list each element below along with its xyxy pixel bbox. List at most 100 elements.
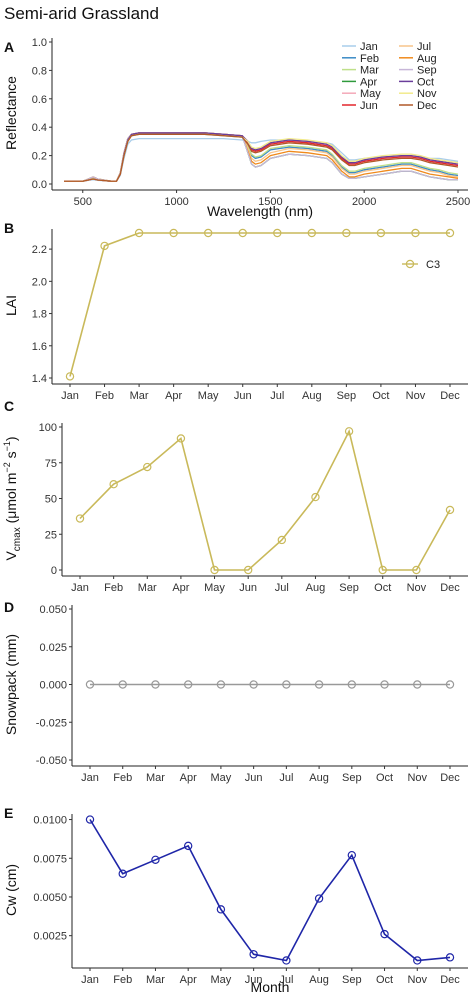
legend-label-dec: Dec: [417, 100, 437, 112]
x-tick-label-c: Jul: [275, 582, 289, 594]
x-tick-label-a: 2000: [352, 196, 376, 208]
y-tick-label-b: 2.2: [32, 244, 47, 256]
data-point-d: [216, 680, 226, 689]
x-tick-label-e: Mar: [146, 974, 165, 986]
x-tick-label-d: Mar: [146, 772, 165, 784]
panel-c: C 0 25 50 75 100 Jan Feb Mar Apr May Jun Jul Aug Sep Oc…: [2, 398, 468, 594]
x-tick-label-d: Dec: [440, 772, 460, 784]
panel-b: B 1.4 1.6 1.8 2.0 2.2 Jan Feb Mar Apr May Jun Jul Aug…: [3, 220, 468, 402]
data-point-b: [169, 228, 178, 238]
data-point-e: [151, 855, 160, 865]
data-point-b: [273, 228, 282, 238]
y-tick-label-d: 0.000: [39, 680, 67, 692]
data-point-c: [210, 565, 219, 575]
legend-label-mar: Mar: [360, 65, 379, 77]
x-tick-label-e: Aug: [309, 974, 329, 986]
panel-label-a: A: [4, 39, 14, 55]
data-point-b: [342, 228, 351, 238]
legend-label-apr: Apr: [360, 76, 377, 88]
y-tick-label-c: 25: [45, 529, 57, 541]
y-tick-label-a: 0.0: [32, 179, 47, 191]
y-tick-label-e: 0.0025: [33, 931, 67, 943]
data-point-e: [413, 956, 422, 965]
series-line-a-dec: [64, 133, 459, 182]
data-point-b: [134, 228, 144, 238]
legend-label-jun: Jun: [360, 100, 378, 112]
panel-d: D -0.050 -0.025 0.000 0.025 0.050 Jan Feb Mar Apr…: [3, 599, 468, 784]
x-tick-label-e: Jun: [245, 974, 263, 986]
data-point-e: [347, 850, 357, 860]
y-axis-title-b: LAI: [3, 295, 19, 316]
data-point-b: [100, 241, 109, 251]
x-tick-label-c: Dec: [440, 582, 460, 594]
data-point-b: [376, 228, 386, 238]
x-tick-label-e: Dec: [440, 974, 460, 986]
y-tick-label-e: 0.0050: [33, 892, 67, 904]
data-point-c: [445, 505, 455, 515]
series-line-c: [79, 429, 451, 571]
x-tick-label-d: Jan: [81, 772, 99, 784]
y-tick-label-b: 1.4: [32, 373, 47, 385]
x-tick-label-b: Aug: [302, 390, 322, 402]
x-tick-label-c: Apr: [172, 582, 189, 594]
y-tick-label-e: 0.0100: [33, 815, 67, 827]
x-tick-label-b: Apr: [165, 390, 182, 402]
legend-marker-c3: [405, 259, 415, 269]
data-point-b: [411, 228, 420, 238]
x-tick-label-a: 1500: [258, 196, 282, 208]
data-point-d: [445, 680, 455, 689]
data-point-c: [109, 480, 118, 489]
x-tick-label-d: Sep: [342, 772, 362, 784]
data-point-c: [143, 462, 152, 472]
y-axis-title-c: Vcmax (μmol m−2 s−1): [2, 436, 23, 560]
panel-e: E 0.0025 0.0050 0.0075 0.0100 Jan Feb Mar Apr May…: [3, 805, 468, 995]
data-point-c: [311, 492, 320, 502]
data-point-c: [176, 434, 186, 443]
x-tick-label-d: Jul: [279, 772, 293, 784]
x-tick-label-d: Aug: [309, 772, 329, 784]
x-tick-label-c: Aug: [306, 582, 326, 594]
data-point-c: [75, 514, 85, 523]
x-tick-label-c: Feb: [104, 582, 123, 594]
panel-label-d: D: [4, 599, 14, 615]
x-tick-label-e: Jan: [81, 974, 99, 986]
y-tick-label-c: 0: [51, 565, 57, 577]
data-point-d: [282, 680, 291, 689]
y-tick-label-c: 75: [45, 458, 57, 470]
y-axis-title-a: Reflectance: [3, 76, 19, 150]
data-point-e: [249, 950, 258, 959]
x-tick-label-b: Oct: [372, 390, 389, 402]
x-tick-label-b: Mar: [130, 390, 149, 402]
series-line-e: [89, 819, 451, 962]
data-point-d: [314, 680, 324, 689]
data-point-e: [118, 869, 127, 878]
y-tick-label-a: 0.4: [32, 122, 47, 134]
x-tick-label-c: May: [204, 582, 225, 594]
data-point-b: [203, 228, 213, 238]
data-point-e: [445, 953, 455, 962]
y-tick-label-a: 0.2: [32, 151, 47, 163]
y-axis-title-part: cmax: [12, 527, 23, 551]
x-tick-label-b: May: [198, 390, 219, 402]
legend-label-aug: Aug: [417, 53, 437, 65]
y-tick-label-b: 1.6: [32, 341, 47, 353]
legend-label-jul: Jul: [417, 41, 431, 53]
x-tick-label-d: Apr: [180, 772, 197, 784]
x-tick-label-b: Feb: [95, 390, 114, 402]
data-point-d: [183, 680, 193, 689]
x-tick-label-b: Jun: [234, 390, 252, 402]
data-point-d: [118, 680, 127, 689]
y-tick-label-c: 50: [45, 494, 57, 506]
data-point-c: [344, 427, 354, 436]
y-axis-title-part: −1: [2, 441, 12, 451]
y-tick-label-b: 1.8: [32, 309, 47, 321]
data-point-c: [378, 565, 387, 575]
data-point-e: [183, 841, 193, 851]
y-axis-title-part: ): [3, 436, 19, 441]
x-tick-label-e: Feb: [113, 974, 132, 986]
x-axis-title-e: Month: [251, 979, 290, 995]
data-point-d: [380, 680, 389, 689]
data-point-b: [238, 228, 247, 238]
legend-label-may: May: [360, 88, 381, 100]
legend-label-sep: Sep: [417, 65, 437, 77]
